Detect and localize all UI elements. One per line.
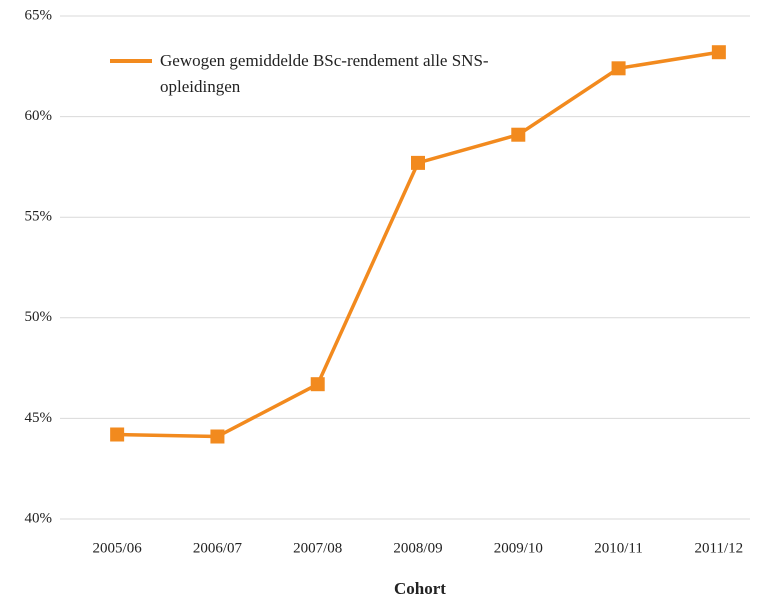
marker bbox=[411, 155, 425, 170]
x-tick-label: 2010/11 bbox=[594, 540, 643, 556]
x-tick-label: 2007/08 bbox=[293, 540, 342, 556]
marker bbox=[210, 429, 225, 444]
x-tick-label: 2006/07 bbox=[193, 540, 243, 556]
x-tick-label: 2011/12 bbox=[695, 540, 744, 556]
y-tick-label: 45% bbox=[25, 410, 53, 426]
marker bbox=[511, 127, 526, 142]
y-tick-label: 50% bbox=[25, 309, 53, 325]
marker bbox=[711, 45, 726, 60]
x-tick-label: 2005/06 bbox=[93, 540, 143, 556]
y-tick-label: 60% bbox=[25, 108, 53, 124]
marker bbox=[110, 427, 125, 442]
x-tick-label: 2009/10 bbox=[494, 540, 543, 556]
marker bbox=[310, 377, 325, 392]
x-tick-label: 2008/09 bbox=[393, 540, 442, 556]
y-tick-label: 65% bbox=[25, 7, 53, 23]
y-tick-label: 55% bbox=[25, 209, 53, 225]
y-tick-label: 40% bbox=[25, 510, 53, 526]
marker bbox=[611, 61, 626, 76]
x-axis-label: Cohort bbox=[394, 579, 446, 598]
series-line bbox=[117, 50, 720, 439]
legend-label: Gewogen gemiddelde BSc-rendement alle SN… bbox=[160, 51, 489, 96]
